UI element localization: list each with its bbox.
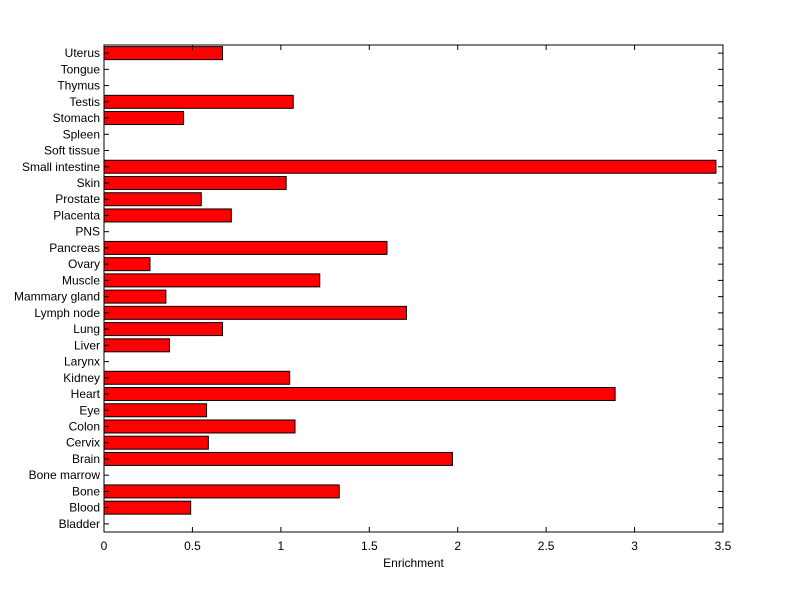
bar-eye xyxy=(103,403,208,418)
bar-liver xyxy=(103,338,170,353)
x-tick-label-1: 0.5 xyxy=(184,539,201,553)
category-label-mammary-gland: Mammary gland xyxy=(14,290,100,304)
category-label-muscle: Muscle xyxy=(62,273,100,287)
bar-lymph-node xyxy=(103,305,407,320)
bars-group xyxy=(103,46,717,515)
bar-mammary-gland xyxy=(103,289,167,304)
bar-skin xyxy=(103,175,287,190)
bar-small-intestine xyxy=(103,159,717,174)
category-label-lymph-node: Lymph node xyxy=(34,306,100,320)
category-label-pns: PNS xyxy=(75,225,100,239)
category-label-uterus: Uterus xyxy=(65,46,100,60)
category-label-liver: Liver xyxy=(74,338,100,352)
x-tick-label-2: 1 xyxy=(278,539,285,553)
bar-placenta xyxy=(103,208,232,223)
category-label-spleen: Spleen xyxy=(63,127,100,141)
category-labels-group: Bladder Blood Bone Bone marrow Brain Cervix Co… xyxy=(14,46,723,531)
x-tick-label-7: 3.5 xyxy=(715,539,732,553)
category-label-colon: Colon xyxy=(69,419,100,433)
category-label-ovary: Ovary xyxy=(68,257,100,271)
category-label-brain: Brain xyxy=(72,452,100,466)
category-label-heart: Heart xyxy=(71,387,101,401)
bar-blood xyxy=(103,500,192,515)
category-label-cervix: Cervix xyxy=(66,436,100,450)
x-tick-label-0: 0 xyxy=(101,539,108,553)
category-label-testis: Testis xyxy=(69,95,100,109)
bar-ovary xyxy=(103,257,151,272)
x-tick-label-4: 2 xyxy=(454,539,461,553)
category-label-placenta: Placenta xyxy=(53,208,100,222)
x-tick-label-6: 3 xyxy=(631,539,638,553)
bar-uterus xyxy=(103,46,223,61)
category-label-small-intestine: Small intestine xyxy=(22,160,100,174)
bar-prostate xyxy=(103,192,202,207)
bar-muscle xyxy=(103,273,321,288)
bar-lung xyxy=(103,322,223,337)
category-label-eye: Eye xyxy=(79,403,100,417)
category-label-prostate: Prostate xyxy=(55,192,100,206)
bar-brain xyxy=(103,451,453,466)
category-label-blood: Blood xyxy=(69,501,100,515)
category-label-skin: Skin xyxy=(77,176,100,190)
bar-pancreas xyxy=(103,240,388,255)
category-label-kidney: Kidney xyxy=(63,371,100,385)
category-label-pancreas: Pancreas xyxy=(49,241,100,255)
bar-bone xyxy=(103,484,340,499)
category-label-bone-marrow: Bone marrow xyxy=(29,468,101,482)
category-label-bone: Bone xyxy=(72,484,100,498)
x-axis-label: Enrichment xyxy=(383,556,444,570)
bar-testis xyxy=(103,94,294,109)
category-label-lung: Lung xyxy=(73,322,100,336)
x-tick-label-5: 2.5 xyxy=(538,539,555,553)
x-tick-label-3: 1.5 xyxy=(361,539,378,553)
category-label-thymus: Thymus xyxy=(57,79,100,93)
bar-stomach xyxy=(103,111,185,126)
bar-heart xyxy=(103,387,616,402)
bar-cervix xyxy=(103,435,209,450)
category-label-soft-tissue: Soft tissue xyxy=(44,144,100,158)
category-label-larynx: Larynx xyxy=(64,355,100,369)
category-label-tongue: Tongue xyxy=(61,62,101,76)
category-label-stomach: Stomach xyxy=(53,111,100,125)
bar-colon xyxy=(103,419,296,434)
category-label-bladder: Bladder xyxy=(59,517,100,531)
bar-kidney xyxy=(103,370,291,385)
axes-box xyxy=(103,44,724,533)
x-ticks-group: 0 0.5 1 1.5 2 2.5 3 3.5 xyxy=(101,45,732,553)
